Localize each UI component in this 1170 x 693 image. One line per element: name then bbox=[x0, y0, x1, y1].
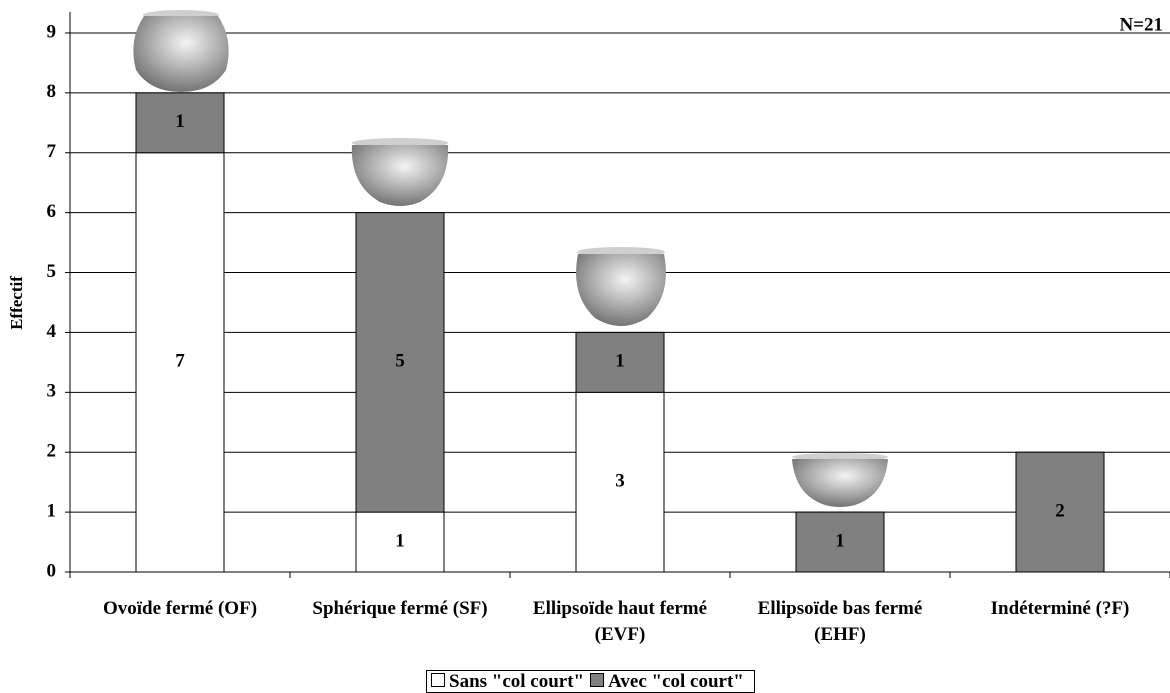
y-tick-label: 7 bbox=[47, 141, 57, 162]
legend-label: Avec "col court" bbox=[608, 671, 744, 692]
annotation: N=21 bbox=[1119, 14, 1163, 35]
x-tick-label: Sphérique fermé (SF) bbox=[312, 598, 488, 619]
bar-segment bbox=[575, 331, 665, 393]
data-label: 1 bbox=[175, 111, 185, 132]
data-label: 3 bbox=[615, 471, 625, 492]
x-tick-label: Indéterminé (?F) bbox=[990, 598, 1130, 619]
y-tick-label: 4 bbox=[47, 321, 57, 342]
x-tick-label: Ellipsoïde haut fermé (EVF) bbox=[532, 598, 708, 645]
y-tick-label: 2 bbox=[47, 441, 57, 462]
x-tick-label: Ovoïde fermé (OF) bbox=[102, 598, 258, 619]
y-axis-label: Effectif bbox=[7, 276, 26, 330]
data-label: 5 bbox=[395, 351, 405, 372]
bar-segment bbox=[795, 511, 885, 573]
pot bbox=[792, 459, 888, 507]
y-tick-label: 3 bbox=[47, 381, 57, 402]
y-tick-label: 9 bbox=[47, 21, 57, 42]
y-tick-label: 6 bbox=[47, 201, 57, 222]
bar-segment bbox=[135, 92, 225, 154]
data-label: 1 bbox=[615, 351, 625, 372]
data-label: 7 bbox=[175, 351, 185, 372]
bar-segment bbox=[135, 152, 225, 573]
bar-segment bbox=[355, 511, 445, 573]
data-label: 1 bbox=[395, 530, 405, 551]
data-label: 1 bbox=[835, 530, 845, 551]
y-tick-label: 8 bbox=[47, 81, 57, 102]
y-tick-label: 0 bbox=[47, 560, 57, 581]
pot bbox=[133, 16, 229, 92]
legend-swatch bbox=[590, 673, 605, 687]
legend-label: Sans "col court" bbox=[449, 671, 585, 692]
x-tick-label: Ellipsoïde bas fermé (EHF) bbox=[757, 598, 923, 645]
legend: Sans "col court" Avec "col court" bbox=[426, 670, 755, 693]
legend-swatch bbox=[431, 673, 445, 687]
pots bbox=[133, 10, 888, 507]
bar-segment bbox=[575, 391, 665, 573]
y-tick-label: 5 bbox=[47, 261, 57, 282]
data-label: 2 bbox=[1055, 500, 1065, 521]
bar-segment bbox=[355, 212, 445, 513]
pot bbox=[576, 254, 666, 326]
bar-segment bbox=[1015, 451, 1105, 573]
y-tick-label: 1 bbox=[47, 500, 57, 521]
pot bbox=[351, 145, 449, 206]
